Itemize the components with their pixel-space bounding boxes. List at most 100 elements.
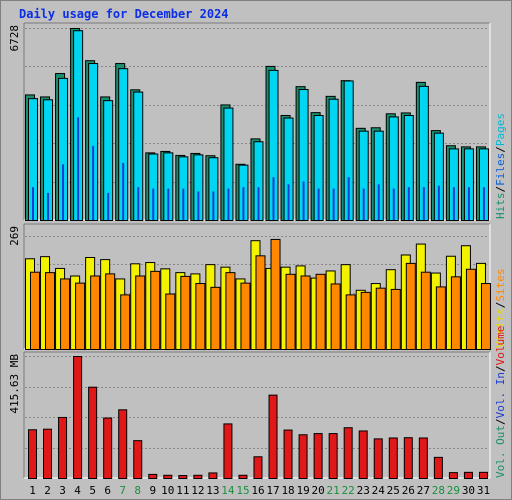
- sites-bar: [450, 276, 461, 351]
- x-tick-label: 30: [462, 484, 475, 497]
- x-tick-label: 13: [206, 484, 219, 497]
- x-tick-label: 8: [134, 484, 141, 497]
- pages-bar: [122, 162, 125, 220]
- sites-bar: [300, 275, 311, 351]
- sites-bar: [480, 283, 491, 351]
- legend-middle: Visits/Sites: [494, 269, 507, 349]
- x-tick-label: 1: [29, 484, 36, 497]
- files-bar: [448, 148, 459, 221]
- volume-bar: [208, 472, 218, 479]
- max-value-label: 6728: [8, 25, 21, 52]
- pages-bar: [287, 184, 290, 220]
- sites-bar: [270, 238, 281, 350]
- sites-bar: [330, 283, 341, 351]
- files-bar: [28, 98, 38, 221]
- sites-bar: [105, 273, 116, 351]
- legend-separator: /: [494, 365, 507, 372]
- x-tick-label: 6: [104, 484, 111, 497]
- x-tick-label: 29: [447, 484, 460, 497]
- sites-bar: [240, 282, 251, 351]
- pages-bar: [437, 185, 440, 220]
- x-tick-label: 15: [236, 484, 249, 497]
- files-bar: [343, 80, 354, 221]
- volume-bar: [463, 471, 473, 480]
- sites-bar: [180, 275, 191, 351]
- x-tick-label: 27: [417, 484, 430, 497]
- x-tick-label: 12: [191, 484, 204, 497]
- x-tick-label: 26: [402, 484, 415, 497]
- x-tick-label: 16: [251, 484, 264, 497]
- legend-item: Hits: [494, 193, 507, 220]
- legend-item: Sites: [494, 269, 507, 302]
- pages-bar: [347, 177, 350, 220]
- pages-bar: [92, 145, 95, 220]
- pages-bar: [362, 188, 365, 220]
- files-bar: [418, 85, 429, 221]
- pages-bar: [407, 187, 410, 220]
- pages-bar: [242, 187, 245, 220]
- legend-item: Vol. Out: [494, 425, 507, 478]
- sites-bar: [360, 291, 371, 351]
- pages-bar: [467, 187, 470, 220]
- files-bar: [148, 153, 159, 222]
- sites-bar: [165, 293, 176, 350]
- volume-bar: [298, 434, 308, 479]
- pages-bar: [152, 188, 155, 220]
- legend-item: Files: [494, 153, 507, 186]
- files-bar: [58, 77, 69, 221]
- pages-bar: [272, 177, 275, 220]
- sites-bar: [45, 272, 56, 351]
- pages-bar: [182, 188, 185, 220]
- pages-bar: [197, 191, 200, 220]
- x-tick-label: 11: [176, 484, 189, 497]
- x-tick-label: 22: [342, 484, 355, 497]
- volume-bar: [358, 430, 368, 479]
- files-bar: [313, 114, 324, 221]
- sites-bar: [210, 286, 221, 351]
- x-tick-label: 3: [59, 484, 66, 497]
- volume-bar: [433, 456, 443, 479]
- x-tick-label: 14: [221, 484, 235, 497]
- legend-item: Vol. In: [494, 372, 507, 418]
- volume-bar: [328, 433, 338, 480]
- files-bar: [268, 69, 279, 221]
- pages-bar: [167, 188, 170, 220]
- pages-bar: [107, 192, 110, 220]
- legend-separator: /: [494, 418, 507, 425]
- sites-bar: [90, 275, 101, 351]
- files-bar: [43, 99, 54, 221]
- volume-bar: [28, 429, 37, 479]
- volume-bar: [163, 474, 173, 480]
- pages-bar: [317, 188, 320, 220]
- pages-bar: [77, 117, 80, 220]
- pages-bar: [392, 188, 395, 220]
- sites-bar: [225, 272, 236, 351]
- x-tick-label: 28: [432, 484, 445, 497]
- sites-bar: [30, 271, 40, 351]
- files-bar: [478, 148, 489, 221]
- x-tick-label: 7: [119, 484, 126, 497]
- volume-bar: [388, 437, 398, 480]
- files-bar: [133, 91, 144, 221]
- sites-bar: [345, 294, 356, 350]
- pages-bar: [332, 188, 335, 220]
- legend-separator: /: [494, 186, 507, 193]
- files-bar: [193, 154, 204, 221]
- files-bar: [358, 130, 369, 221]
- volume-bar: [253, 456, 263, 479]
- sites-bar: [405, 262, 416, 351]
- x-tick-label: 21: [327, 484, 340, 497]
- files-bar: [223, 107, 234, 221]
- pages-bar: [422, 187, 425, 220]
- files-bar: [298, 89, 309, 221]
- sites-bar: [390, 288, 401, 351]
- sites-bar: [420, 271, 431, 351]
- pages-bar: [62, 164, 65, 220]
- sites-bar: [75, 282, 86, 351]
- volume-bar: [313, 433, 323, 480]
- pages-bar: [137, 187, 140, 220]
- sites-bar: [435, 286, 446, 351]
- x-tick-label: 31: [477, 484, 490, 497]
- x-tick-label: 10: [161, 484, 174, 497]
